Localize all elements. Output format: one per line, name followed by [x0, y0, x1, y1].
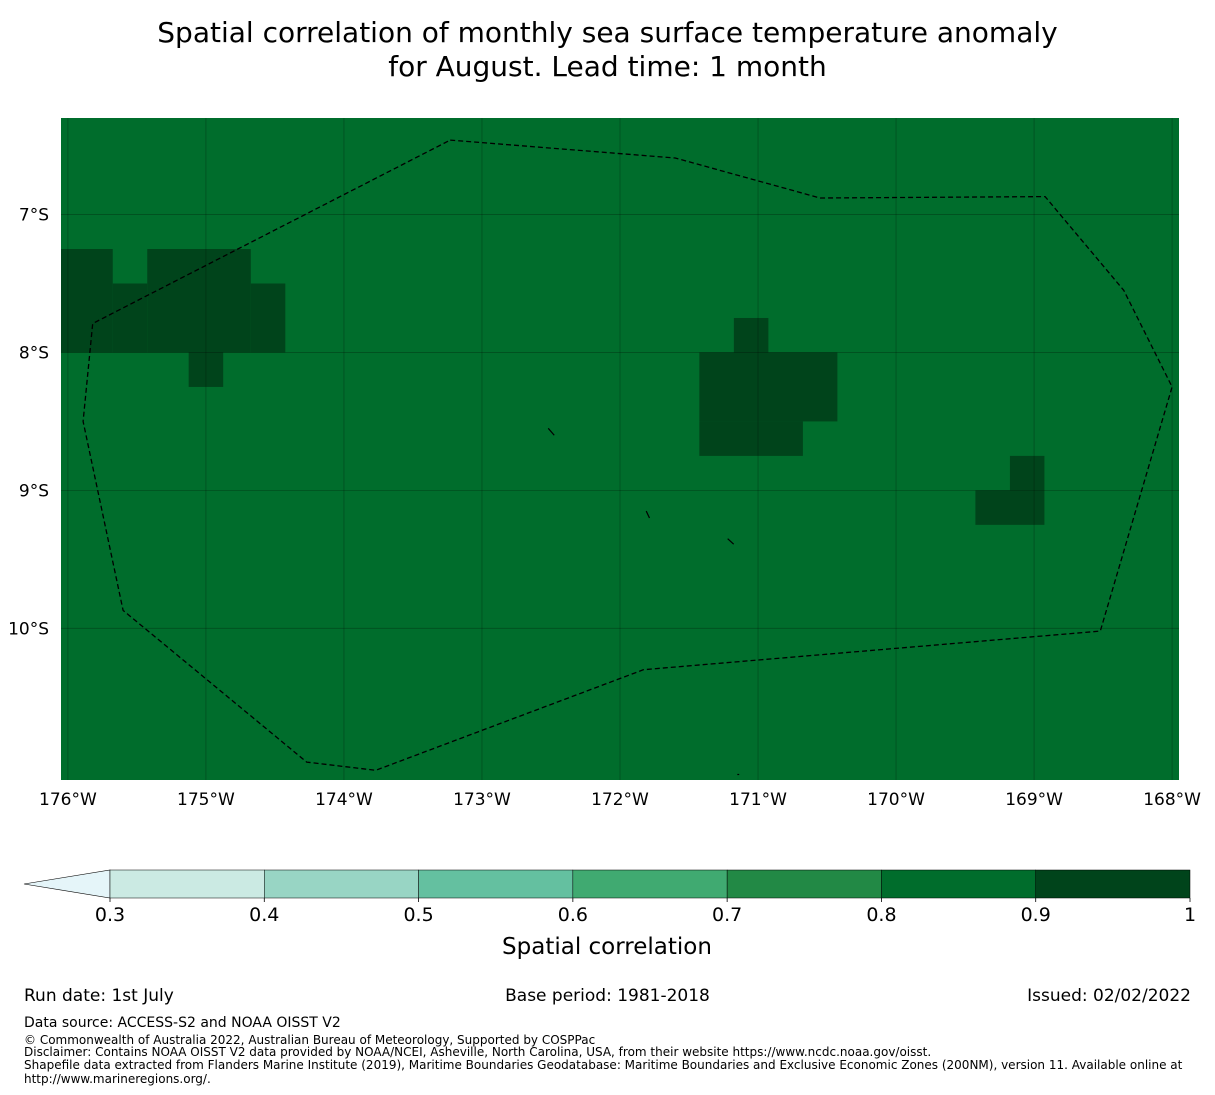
colorbar-tick-label-1: 0.4: [249, 904, 279, 926]
colorbar-tick-label-2: 0.5: [403, 904, 433, 926]
island-0: [547, 427, 555, 436]
chart-title-line-2: for August. Lead time: 1 month: [388, 50, 827, 83]
map-cell-7: [699, 421, 803, 456]
run-date-text: Run date: 1st July: [24, 986, 174, 1006]
data-source-text: Data source: ACCESS-S2 and NOAA OISST V2: [24, 1015, 341, 1031]
colorbar-segment-2: [418, 869, 574, 899]
map-cell-3: [250, 283, 286, 353]
copyright-text: © Commonwealth of Australia 2022, Austra…: [24, 1033, 596, 1047]
eez-boundary-line: [82, 139, 1173, 771]
colorbar-segment-1: [264, 869, 419, 899]
island-2: [727, 538, 735, 545]
colorbar-segment-0: [109, 869, 265, 899]
colorbar-tick-label-0: 0.3: [95, 904, 125, 926]
island-1: [645, 510, 651, 519]
longitude-ticks: 176°W 175°W 174°W 173°W 172°W 171°W 170°W 169°W…: [39, 790, 1201, 810]
colorbar-tick-label-3: 0.6: [558, 904, 588, 926]
colorbar-segment-5: [881, 869, 1036, 899]
lat-tick-label-3: 10°S: [8, 619, 49, 639]
colorbar-label: Spatial correlation: [502, 934, 712, 960]
map-background-field: [61, 118, 1179, 780]
high-correlation-cells: [61, 249, 1045, 525]
lat-tick-label-0: 7°S: [19, 206, 49, 226]
colorbar-segment-3: [572, 869, 728, 899]
lon-tick-label-0: 176°W: [39, 790, 97, 810]
map-cell-4: [188, 352, 224, 387]
map-cell-5: [733, 317, 769, 353]
lon-tick-label-4: 172°W: [591, 790, 649, 810]
lon-tick-label-3: 173°W: [453, 790, 511, 810]
colorbar-tick-label-6: 0.9: [1021, 904, 1051, 926]
map-cell-1: [112, 283, 148, 353]
base-period-text: Base period: 1981-2018: [505, 986, 710, 1006]
map-cell-8: [1009, 455, 1045, 491]
lon-tick-label-2: 174°W: [315, 790, 373, 810]
map-cell-6: [699, 352, 838, 422]
map-cell-0: [61, 249, 113, 353]
disclaimer-text: Disclaimer: Contains NOAA OISST V2 data …: [24, 1045, 932, 1059]
latitude-ticks: 7°S 8°S 9°S 10°S: [8, 206, 49, 640]
shapefile-credit-text: Shapefile data extracted from Flanders M…: [24, 1058, 1183, 1072]
colorbar-segments: [23, 869, 1191, 899]
map-cell-9: [975, 490, 1045, 525]
lat-tick-label-2: 9°S: [19, 481, 49, 501]
colorbar-segment-6: [1035, 869, 1191, 899]
lon-tick-label-7: 169°W: [1005, 790, 1063, 810]
map-cell-2: [147, 249, 251, 353]
colorbar-tick-label-7: 1: [1184, 904, 1196, 926]
island-outlines: [547, 427, 740, 776]
map-gridlines: [61, 118, 1179, 780]
colorbar-ticks: 0.3 0.4 0.5 0.6 0.7 0.8 0.9 1: [95, 898, 1196, 926]
chart-title-line-1: Spatial correlation of monthly sea surfa…: [157, 16, 1058, 49]
colorbar-tick-label-5: 0.8: [866, 904, 896, 926]
colorbar-extend-arrow: [23, 869, 111, 899]
lon-tick-label-1: 175°W: [177, 790, 235, 810]
lon-tick-label-5: 171°W: [729, 790, 787, 810]
colorbar-segment-4: [726, 869, 882, 899]
colorbar-tick-label-4: 0.7: [712, 904, 742, 926]
lon-tick-label-6: 170°W: [867, 790, 925, 810]
issued-date-text: Issued: 02/02/2022: [1027, 986, 1191, 1006]
shapefile-url-text: http://www.marineregions.org/.: [24, 1072, 211, 1086]
lon-tick-label-8: 168°W: [1143, 790, 1201, 810]
lat-tick-label-1: 8°S: [19, 343, 49, 363]
